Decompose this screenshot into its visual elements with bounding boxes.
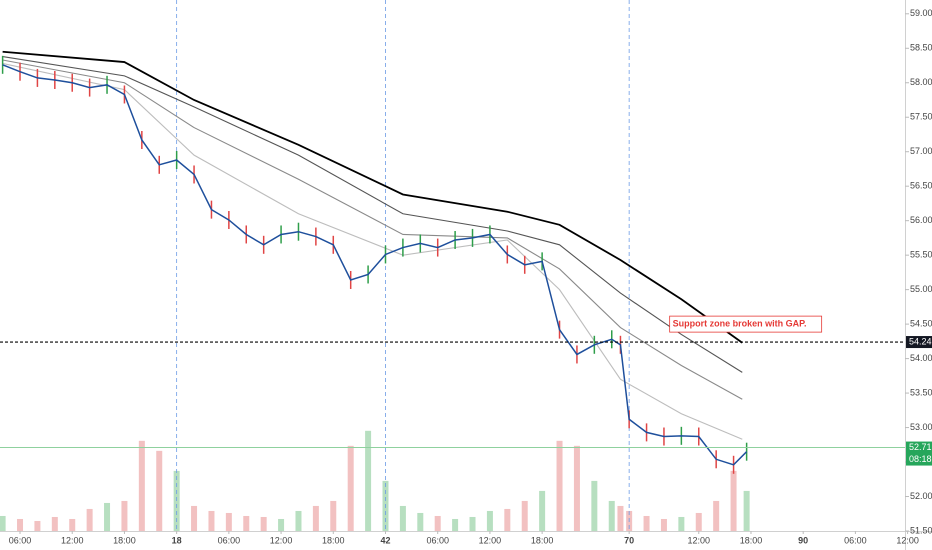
y-tick-label: 59.00: [910, 8, 932, 18]
close-line: [2, 64, 748, 466]
y-tick-label: 56.00: [910, 215, 932, 225]
volume-bar: [452, 518, 459, 531]
volume-bar: [17, 518, 24, 531]
annotation: Support zone broken with GAP.: [673, 318, 807, 328]
volume-bar: [51, 516, 58, 531]
x-tick-label: 42: [380, 535, 390, 545]
volume-bar: [225, 512, 232, 531]
volume-bar: [156, 450, 163, 531]
x-tick-label: 06:00: [844, 535, 867, 545]
y-tick-label: 55.00: [910, 284, 932, 294]
y-tick-label: 52.00: [910, 491, 932, 501]
volume-bar: [730, 470, 737, 531]
x-tick-label: 12:00: [61, 535, 84, 545]
x-tick-label: 18:00: [322, 535, 345, 545]
x-tick-label: 18:00: [113, 535, 136, 545]
y-tick-label: 55.50: [910, 250, 932, 260]
volume-bar: [434, 515, 441, 531]
support-label-bg: [906, 336, 932, 349]
volume-bar: [743, 490, 750, 531]
y-tick-label: 53.50: [910, 387, 932, 397]
volume-bar: [260, 516, 267, 531]
moving-average: [2, 50, 743, 344]
last-price-bg: [906, 441, 932, 466]
volume-bar: [539, 490, 546, 531]
annotation-box: [669, 315, 823, 333]
volume-bar: [643, 515, 650, 531]
volume-bar: [34, 520, 41, 531]
y-tick-label: 57.50: [910, 112, 932, 122]
y-tick-label: 54.00: [910, 353, 932, 363]
volume-bar: [0, 515, 6, 531]
last-price-label: 52.71: [909, 442, 932, 452]
y-tick-label: 53.00: [910, 422, 932, 432]
x-tick-label: 12:00: [896, 535, 919, 545]
countdown-label: 08:18: [909, 454, 932, 464]
x-tick-label: 06:00: [426, 535, 449, 545]
x-tick-label: 18:00: [740, 535, 763, 545]
y-tick-label: 56.50: [910, 181, 932, 191]
volume-bar: [69, 518, 76, 531]
x-tick-label: 70: [624, 535, 634, 545]
x-tick-label: 12:00: [270, 535, 293, 545]
volume-bar: [695, 512, 702, 531]
volume-bar: [678, 516, 685, 531]
volume-bar: [399, 505, 406, 531]
y-tick-label: 58.00: [910, 77, 932, 87]
volume-bar: [295, 510, 302, 531]
volume-bar: [591, 480, 598, 531]
x-tick-label: 18:00: [531, 535, 554, 545]
volume-bar: [243, 515, 250, 531]
volume-bar: [312, 505, 319, 531]
y-tick-label: 58.50: [910, 43, 932, 53]
volume-bar: [608, 500, 615, 531]
volume-bar: [713, 500, 720, 531]
volume-bar: [330, 500, 337, 531]
y-tick-label: 57.00: [910, 146, 932, 156]
volume-bar: [660, 518, 667, 531]
volume-bar: [138, 440, 145, 531]
x-tick-label: 12:00: [687, 535, 710, 545]
volume-bar: [504, 508, 511, 531]
volume-bar: [208, 510, 215, 531]
volume-bar: [469, 516, 476, 531]
x-tick-label: 12:00: [479, 535, 502, 545]
support-label: 54.24: [909, 336, 932, 346]
volume-bar: [521, 500, 528, 531]
y-tick-label: 51.50: [910, 525, 932, 535]
moving-average: [2, 56, 743, 373]
x-tick-label: 06:00: [218, 535, 241, 545]
volume-bar: [617, 505, 624, 531]
y-tick-label: 54.50: [910, 318, 932, 328]
x-tick-label: 06:00: [9, 535, 32, 545]
volume-bar: [365, 430, 372, 531]
volume-bar: [86, 508, 93, 531]
volume-bar: [278, 518, 285, 531]
x-tick-label: 18: [172, 535, 182, 545]
volume-bar: [347, 445, 354, 531]
volume-bar: [556, 440, 563, 531]
volume-bar: [104, 502, 111, 531]
volume-bar: [191, 505, 198, 531]
volume-bar: [417, 512, 424, 531]
volume-bar: [573, 445, 580, 531]
volume-bar: [486, 510, 493, 531]
volume-bar: [121, 500, 128, 531]
x-tick-label: 90: [798, 535, 808, 545]
